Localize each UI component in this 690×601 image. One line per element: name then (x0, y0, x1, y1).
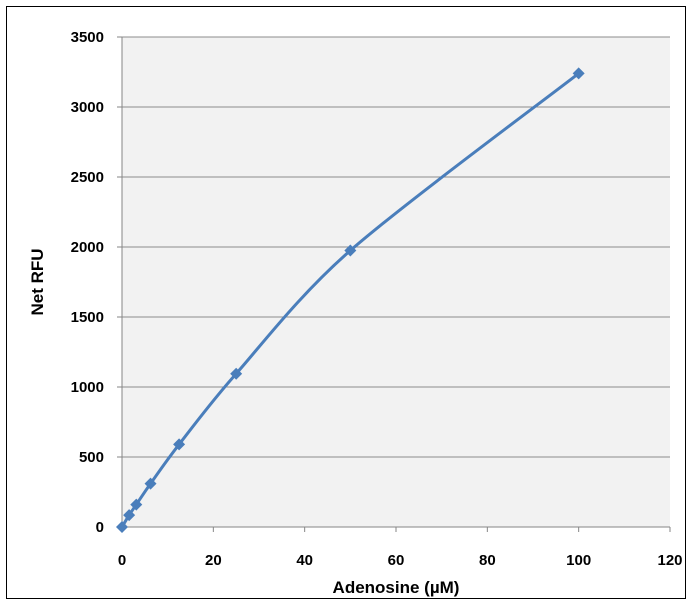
y-tick-label-4: 2000 (71, 239, 104, 256)
x-tick-label-2: 40 (296, 552, 313, 569)
x-tick-label-3: 60 (388, 552, 405, 569)
x-tick-label-0: 0 (118, 552, 126, 569)
y-tick-label-1: 500 (79, 449, 104, 466)
y-tick-label-2: 1000 (71, 379, 104, 396)
x-tick-label-6: 120 (657, 552, 682, 569)
y-tick-label-0: 0 (96, 519, 104, 536)
data-point-1 (123, 509, 136, 522)
series-markers (116, 67, 585, 533)
data-point-4 (173, 438, 186, 451)
y-tick-label-5: 2500 (71, 169, 104, 186)
data-point-6 (344, 244, 357, 257)
x-tick-labels: 0 20 40 60 80 100 120 (118, 552, 683, 569)
x-tick-label-4: 80 (479, 552, 496, 569)
data-point-5 (230, 367, 243, 380)
series-line (120, 72, 580, 528)
y-axis-title: Net RFU (28, 248, 47, 315)
data-point-7 (572, 67, 585, 80)
x-tick-label-5: 100 (566, 552, 591, 569)
data-point-3 (144, 477, 157, 490)
plot-area (122, 37, 670, 527)
y-tick-label-7: 3500 (71, 29, 104, 46)
gridlines (122, 36, 670, 458)
data-point-0 (116, 521, 128, 533)
x-axis-title: Adenosine (µM) (333, 578, 460, 597)
data-point-2 (130, 498, 143, 511)
y-tick-label-3: 1500 (71, 309, 104, 326)
y-tick-labels: 0 500 1000 1500 2000 2500 3000 3500 (71, 29, 104, 536)
y-tick-label-6: 3000 (71, 99, 104, 116)
x-tick-label-1: 20 (205, 552, 222, 569)
